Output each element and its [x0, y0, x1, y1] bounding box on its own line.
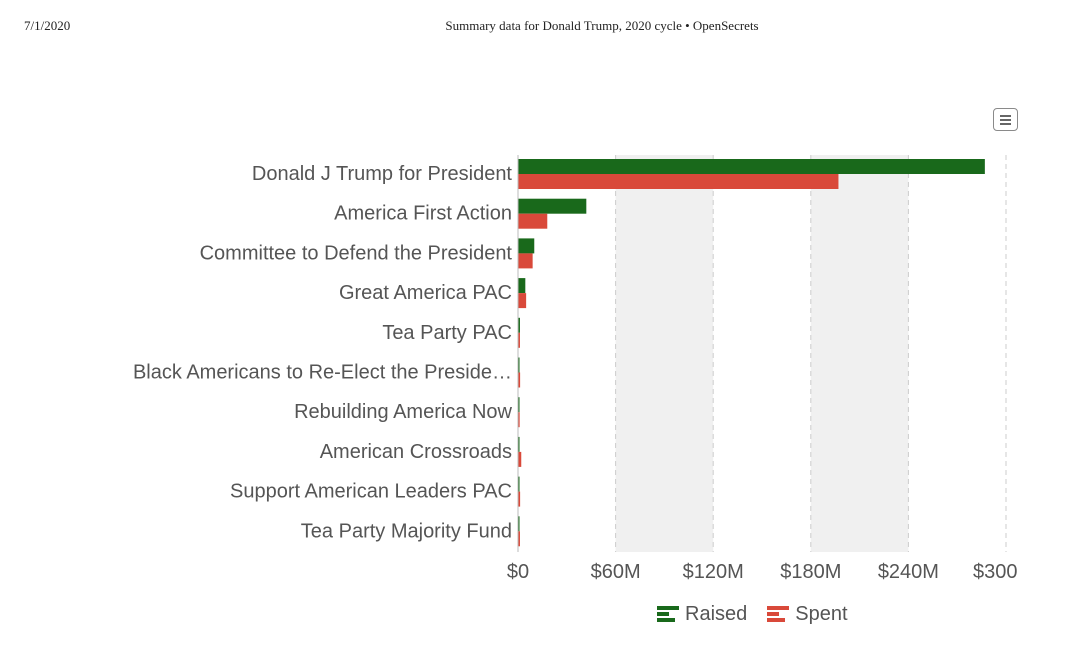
legend: Raised Spent: [657, 600, 848, 628]
category-label: Great America PAC: [339, 282, 512, 304]
category-label: America First Action: [334, 203, 512, 225]
x-tick-label: $120M: [683, 561, 744, 583]
category-label: Committee to Defend the President: [200, 242, 513, 264]
chart-menu-button[interactable]: [993, 108, 1018, 131]
category-label: Donald J Trump for President: [252, 163, 513, 185]
bar-raised: [518, 159, 985, 174]
legend-item-raised[interactable]: Raised: [657, 603, 747, 626]
category-label: Support American Leaders PAC: [230, 481, 512, 503]
bar-spent: [518, 174, 839, 189]
legend-label-raised: Raised: [685, 602, 748, 625]
bar-spent: [518, 213, 548, 229]
bar-raised: [518, 278, 526, 294]
hamburger-menu-icon: [1000, 115, 1011, 117]
x-tick-label: $180M: [780, 561, 841, 583]
category-label: Tea Party PAC: [382, 322, 512, 344]
bar-raised: [518, 357, 520, 373]
category-label: American Crossroads: [320, 441, 512, 463]
legend-label-spent: Spent: [795, 602, 848, 625]
legend-item-spent[interactable]: Spent: [767, 602, 848, 626]
print-date: 7/1/2020: [24, 18, 71, 33]
x-tick-label: $0: [507, 561, 529, 583]
category-label: Tea Party Majority Fund: [301, 520, 512, 542]
plot-band: [615, 155, 714, 552]
bar-raised: [518, 198, 587, 214]
x-tick-label: $300: [973, 561, 1018, 583]
bar-raised: [518, 476, 520, 492]
bar-spent: [518, 451, 522, 467]
bar-raised: [518, 238, 535, 254]
x-tick-label: $240M: [878, 561, 939, 583]
x-tick-label: $60M: [591, 561, 641, 583]
plot-band: [810, 155, 909, 552]
print-title: Summary data for Donald Trump, 2020 cycl…: [445, 18, 759, 33]
bar-spent: [518, 293, 527, 309]
bar-raised: [518, 317, 520, 333]
bar-spent: [518, 531, 520, 547]
raised-swatch-icon: [657, 604, 679, 624]
bar-raised: [518, 436, 520, 452]
bar-spent: [518, 332, 520, 348]
bar-spent: [518, 412, 520, 428]
bar-raised: [518, 397, 520, 413]
bar-spent: [518, 491, 521, 507]
bar-spent: [518, 372, 521, 388]
category-label: Rebuilding America Now: [294, 401, 512, 423]
category-label: Black Americans to Re-Elect the Preside…: [133, 362, 512, 384]
bar-spent: [518, 253, 533, 269]
spent-swatch-icon: [767, 604, 790, 624]
bar-raised: [518, 516, 520, 532]
